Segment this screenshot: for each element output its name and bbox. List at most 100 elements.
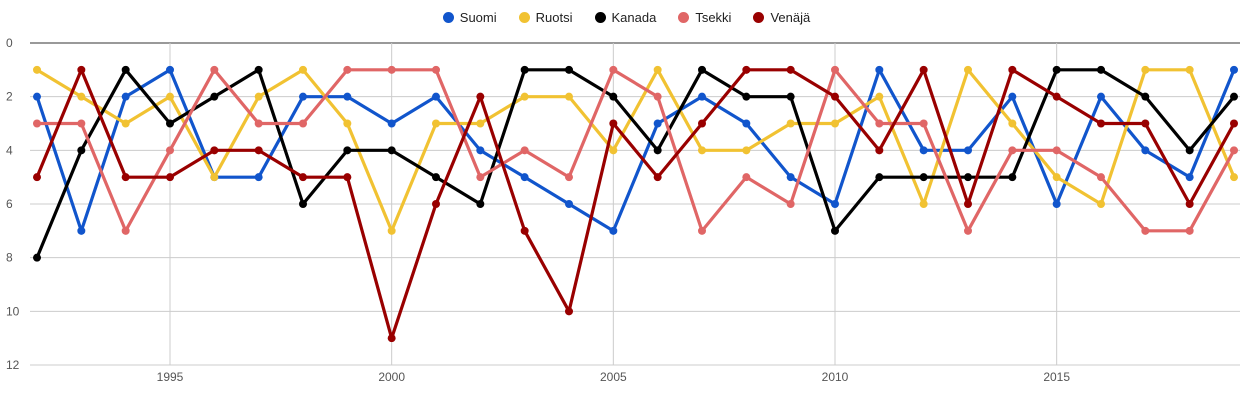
data-point-venaja [609, 119, 618, 128]
data-point-venaja [1141, 119, 1150, 128]
legend-item-suomi[interactable]: Suomi [442, 10, 497, 25]
data-point-ruotsi [166, 92, 174, 101]
legend-item-tsekki[interactable]: Tsekki [678, 10, 731, 25]
data-point-kanada [166, 119, 174, 128]
data-point-kanada [520, 65, 529, 74]
data-point-venaja [786, 65, 795, 74]
data-point-tsekki [609, 65, 618, 74]
data-point-ruotsi [565, 92, 573, 101]
data-point-kanada [565, 65, 573, 74]
data-point-tsekki [520, 146, 529, 155]
legend-item-ruotsi[interactable]: Ruotsi [518, 9, 573, 25]
legend-item-kanada[interactable]: Kanada [594, 9, 657, 25]
data-point-tsekki [1052, 146, 1061, 155]
data-point-kanada [387, 146, 396, 155]
legend-swatch [442, 11, 454, 23]
data-point-ruotsi [1097, 200, 1105, 208]
data-point-venaja [432, 200, 440, 208]
data-point-ruotsi [919, 200, 928, 208]
data-point-suomi [33, 92, 41, 101]
data-point-suomi [964, 146, 972, 155]
data-point-tsekki [1097, 173, 1105, 182]
data-point-kanada [875, 173, 884, 182]
data-point-venaja [831, 92, 839, 101]
y-tick-label: 8 [6, 251, 13, 265]
data-point-kanada [1097, 65, 1105, 74]
data-point-venaja [343, 173, 352, 182]
data-point-kanada [33, 253, 41, 262]
data-point-kanada [1141, 92, 1150, 101]
data-point-venaja [77, 65, 86, 74]
data-point-suomi [387, 119, 396, 128]
data-point-suomi [786, 173, 795, 182]
y-tick-label: 12 [6, 358, 20, 372]
legend-item-venaja[interactable]: Venäjä [753, 10, 810, 25]
data-point-venaja [653, 173, 662, 182]
data-point-kanada [831, 226, 839, 235]
data-point-venaja [121, 173, 130, 182]
legend-swatch [753, 11, 765, 23]
data-point-venaja [964, 200, 972, 208]
data-point-tsekki [1230, 146, 1238, 155]
data-point-suomi [875, 65, 884, 74]
data-point-tsekki [210, 65, 219, 74]
data-point-kanada [698, 65, 706, 74]
data-point-kanada [210, 92, 219, 101]
data-point-suomi [343, 92, 352, 101]
data-point-suomi [653, 119, 662, 128]
data-point-venaja [742, 65, 751, 74]
data-point-ruotsi [1008, 119, 1017, 128]
data-point-ruotsi [299, 65, 307, 74]
data-point-suomi [121, 92, 130, 101]
data-point-tsekki [831, 65, 839, 74]
data-point-venaja [919, 65, 928, 74]
data-point-kanada [653, 146, 662, 155]
data-point-suomi [1008, 92, 1017, 101]
data-point-ruotsi [432, 119, 440, 128]
data-point-venaja [1230, 119, 1238, 128]
data-point-kanada [299, 200, 307, 208]
series-line-venaja [35, 68, 1236, 340]
data-point-kanada [476, 200, 485, 208]
data-point-tsekki [77, 119, 86, 128]
data-point-ruotsi [520, 92, 529, 101]
data-point-venaja [210, 146, 219, 155]
data-point-tsekki [1185, 226, 1194, 235]
data-point-tsekki [919, 119, 928, 128]
data-point-venaja [1008, 65, 1017, 74]
data-point-venaja [1185, 200, 1194, 208]
data-point-kanada [964, 173, 972, 182]
legend-label: Kanada [611, 9, 657, 25]
data-point-ruotsi [476, 119, 485, 128]
x-tick-label: 1995 [157, 370, 184, 384]
data-point-tsekki [121, 226, 130, 235]
data-point-suomi [1230, 65, 1238, 74]
data-point-ruotsi [698, 146, 706, 155]
series-line-tsekki [35, 68, 1236, 233]
data-point-venaja [33, 173, 41, 182]
data-point-tsekki [476, 173, 485, 182]
data-point-venaja [875, 146, 884, 155]
data-point-tsekki [254, 119, 263, 128]
y-tick-label: 6 [6, 197, 13, 211]
legend-label: Ruotsi [535, 9, 573, 25]
data-point-kanada [121, 65, 130, 74]
data-point-kanada [1230, 92, 1238, 101]
legend-swatch [594, 11, 606, 23]
data-point-ruotsi [343, 119, 352, 128]
data-point-venaja [387, 334, 396, 343]
data-point-tsekki [698, 226, 706, 235]
data-point-ruotsi [210, 173, 219, 182]
data-point-kanada [1008, 173, 1017, 182]
data-point-ruotsi [33, 65, 41, 74]
legend-label: Tsekki [695, 9, 732, 25]
data-point-ruotsi [875, 92, 884, 101]
data-point-suomi [609, 226, 618, 235]
y-tick-label: 2 [6, 90, 13, 104]
data-point-ruotsi [1185, 65, 1194, 74]
data-point-suomi [254, 173, 263, 182]
y-tick-label: 10 [6, 304, 20, 318]
data-point-suomi [1097, 92, 1105, 101]
